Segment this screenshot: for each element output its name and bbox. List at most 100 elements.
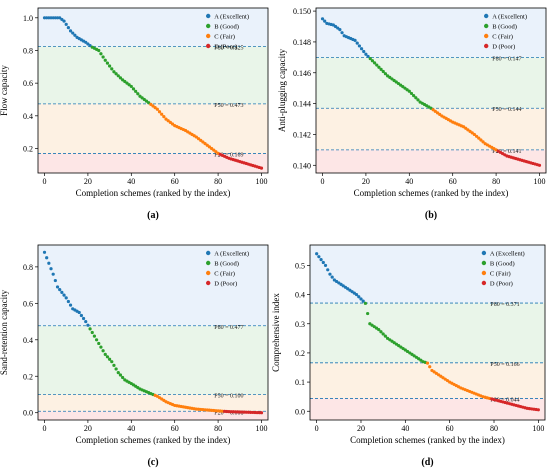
data-point [149,102,153,106]
y-tick-label: 0.146 [293,69,311,78]
legend-marker [481,250,487,256]
y-tick-label: 0.2 [295,349,305,358]
data-point [90,330,94,335]
panel-d: P80 = 0.371 P50 = 0.166 P20 = 0.044 0 20 40 60… [271,244,546,468]
data-point [101,55,105,59]
data-point [110,67,114,71]
data-point [53,278,57,283]
data-point [60,17,64,22]
x-tick-label: 40 [405,177,413,186]
data-point [79,313,83,318]
data-point [118,76,123,80]
data-point [383,72,388,76]
data-point [474,134,479,138]
threshold-label: P80 = 0.477 [214,325,243,331]
data-point [168,120,172,124]
data-point [366,54,370,59]
legend: A (Excellent) B (Good) C (Fair) D (Poor) [206,14,249,51]
data-point [118,373,123,377]
data-point [381,69,385,74]
data-point [49,267,53,271]
data-point [361,299,365,303]
legend-label: B (Good) [490,261,515,268]
data-point [66,26,70,30]
grade-band-b [316,57,546,109]
data-point [58,16,62,20]
x-tick-label: 40 [401,424,409,433]
data-point [164,117,168,121]
x-tick-label: 60 [171,177,179,186]
grade-band-b [310,303,545,363]
data-point [110,360,114,364]
data-point [125,81,129,85]
legend-label: A (Excellent) [214,14,249,21]
x-tick-label: 20 [362,177,370,186]
y-tick-label: 1.0 [23,14,33,23]
data-point [354,292,359,297]
threshold-label: P80 = 0.147 [492,56,521,62]
grade-band-a [38,8,268,47]
data-point [81,316,86,321]
data-point [320,17,325,21]
x-tick-label: 80 [492,177,500,186]
data-point [151,104,155,108]
data-point [160,112,164,116]
legend-label: B (Good) [214,24,239,31]
x-tick-label: 40 [127,424,135,433]
legend-label: C (Fair) [214,34,235,41]
legend: A (Excellent) B (Good) C (Fair) D (Poor) [206,251,249,288]
x-tick-label: 60 [449,177,457,186]
legend-marker [481,270,487,276]
grade-band-c [310,362,545,399]
data-point [414,96,418,100]
data-point [114,367,118,371]
legend-label: B (Good) [492,24,517,31]
legend-marker [206,13,211,19]
data-point [362,49,366,54]
legend-marker [484,23,489,29]
data-point [363,301,368,305]
axes-frame [37,244,269,421]
data-point [155,107,159,111]
data-point [477,136,481,140]
data-point [205,143,209,147]
axes-frame [315,7,547,174]
y-tick-label: 0.144 [293,100,311,109]
x-axis-label: Completion schemes (ranked by the index) [350,435,505,445]
data-point [321,260,325,265]
data-point [77,310,81,315]
panel-label: (c) [147,457,158,468]
x-tick-label: 20 [84,177,92,186]
legend-marker [206,33,211,39]
data-point [51,272,55,276]
panel-b: P80 = 0.147 P50 = 0.144 P20 = 0.141 0 20 40 60… [277,7,547,221]
data-point [383,334,387,338]
threshold-label: P80 = 0.371 [490,302,519,308]
x-tick-label: 100 [255,177,267,186]
y-tick-label: 0.6 [23,79,33,88]
data-point [212,148,216,152]
threshold-label: P20 = 0.141 [492,149,521,155]
data-point [112,70,116,74]
data-point [409,91,414,96]
data-point [131,87,136,91]
grade-band-c [38,394,268,412]
data-point [138,94,142,98]
data-point [338,27,342,32]
threshold-label: P50 = 0.144 [492,107,521,113]
x-tick-label: 60 [171,424,179,433]
data-point [357,44,361,48]
data-point [214,150,218,154]
data-point [375,63,379,67]
y-tick-label: 0.0 [295,407,305,416]
threshold-label: P20 = 0.044 [490,397,519,403]
data-point [381,332,385,336]
y-tick-label: 0.0 [23,409,33,418]
threshold-label: P20 = 0.169 [214,153,243,159]
axes-frame [309,244,546,421]
legend-label: D (Poor) [490,281,513,288]
data-point [209,146,214,151]
data-point [372,61,377,65]
legend: A (Excellent) B (Good) C (Fair) D (Poor) [481,250,525,288]
